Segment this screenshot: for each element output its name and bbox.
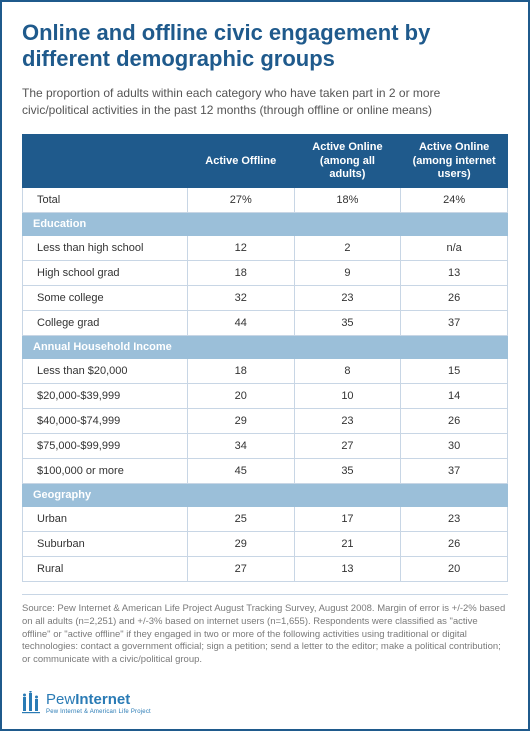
row-value: 27 xyxy=(294,433,401,458)
source-footnote: Source: Pew Internet & American Life Pro… xyxy=(22,594,508,667)
table-row: Total27%18%24% xyxy=(23,187,508,212)
row-value: 32 xyxy=(187,285,294,310)
row-value: 29 xyxy=(187,408,294,433)
col-header-offline: Active Offline xyxy=(187,135,294,188)
row-label: Suburban xyxy=(23,531,188,556)
row-value: 26 xyxy=(401,285,508,310)
table-row: Less than high school122n/a xyxy=(23,235,508,260)
row-value: 2 xyxy=(294,235,401,260)
table-row: $40,000-$74,999292326 xyxy=(23,408,508,433)
section-header-row: Education xyxy=(23,212,508,235)
logo-prefix: Pew xyxy=(46,691,75,708)
row-value: 26 xyxy=(401,531,508,556)
logo-text: PewInternet xyxy=(46,692,151,707)
row-value: 27% xyxy=(187,187,294,212)
table-row: Suburban292126 xyxy=(23,531,508,556)
row-label: Less than $20,000 xyxy=(23,358,188,383)
table-row: Some college322326 xyxy=(23,285,508,310)
row-value: 37 xyxy=(401,458,508,483)
row-label: $100,000 or more xyxy=(23,458,188,483)
table-row: Less than $20,00018815 xyxy=(23,358,508,383)
section-header-cell: Geography xyxy=(23,483,508,506)
table-row: $100,000 or more453537 xyxy=(23,458,508,483)
row-value: 23 xyxy=(401,506,508,531)
table-row: Urban251723 xyxy=(23,506,508,531)
logo-subtitle: Pew Internet & American Life Project xyxy=(46,709,151,715)
row-value: 37 xyxy=(401,310,508,335)
row-value: 34 xyxy=(187,433,294,458)
logo-text-block: PewInternet Pew Internet & American Life… xyxy=(46,692,151,715)
row-value: 14 xyxy=(401,383,508,408)
row-value: 25 xyxy=(187,506,294,531)
row-value: 13 xyxy=(294,556,401,581)
row-value: 23 xyxy=(294,285,401,310)
row-value: 8 xyxy=(294,358,401,383)
col-header-blank xyxy=(23,135,188,188)
row-value: 44 xyxy=(187,310,294,335)
row-value: 24% xyxy=(401,187,508,212)
section-header-cell: Education xyxy=(23,212,508,235)
row-value: 13 xyxy=(401,260,508,285)
col-header-online-users: Active Online (among internet users) xyxy=(401,135,508,188)
col-header-online-all: Active Online (among all adults) xyxy=(294,135,401,188)
row-value: 20 xyxy=(401,556,508,581)
row-value: 20 xyxy=(187,383,294,408)
table-row: High school grad18913 xyxy=(23,260,508,285)
row-label: High school grad xyxy=(23,260,188,285)
row-value: 18 xyxy=(187,260,294,285)
section-header-row: Geography xyxy=(23,483,508,506)
report-title: Online and offline civic engagement by d… xyxy=(22,20,508,73)
row-label: $75,000-$99,999 xyxy=(23,433,188,458)
row-value: 18% xyxy=(294,187,401,212)
row-value: 23 xyxy=(294,408,401,433)
report-card: Online and offline civic engagement by d… xyxy=(0,0,530,731)
logo-suffix: Internet xyxy=(75,691,130,708)
row-value: 30 xyxy=(401,433,508,458)
data-table: Active Offline Active Online (among all … xyxy=(22,134,508,582)
row-label: Rural xyxy=(23,556,188,581)
table-row: College grad443537 xyxy=(23,310,508,335)
table-row: $20,000-$39,999201014 xyxy=(23,383,508,408)
row-label: Total xyxy=(23,187,188,212)
row-label: $20,000-$39,999 xyxy=(23,383,188,408)
row-value: 35 xyxy=(294,310,401,335)
row-value: 17 xyxy=(294,506,401,531)
section-header-cell: Annual Household Income xyxy=(23,335,508,358)
row-value: 35 xyxy=(294,458,401,483)
row-label: $40,000-$74,999 xyxy=(23,408,188,433)
row-value: 26 xyxy=(401,408,508,433)
table-header-row: Active Offline Active Online (among all … xyxy=(23,135,508,188)
row-label: Some college xyxy=(23,285,188,310)
row-value: 27 xyxy=(187,556,294,581)
report-subtitle: The proportion of adults within each cat… xyxy=(22,85,508,119)
row-value: n/a xyxy=(401,235,508,260)
row-value: 10 xyxy=(294,383,401,408)
row-label: Urban xyxy=(23,506,188,531)
row-value: 29 xyxy=(187,531,294,556)
row-value: 15 xyxy=(401,358,508,383)
row-label: College grad xyxy=(23,310,188,335)
row-label: Less than high school xyxy=(23,235,188,260)
table-row: $75,000-$99,999342730 xyxy=(23,433,508,458)
brand-logo: PewInternet Pew Internet & American Life… xyxy=(22,691,151,715)
table-body: Total27%18%24%EducationLess than high sc… xyxy=(23,187,508,581)
row-value: 9 xyxy=(294,260,401,285)
row-value: 21 xyxy=(294,531,401,556)
row-value: 12 xyxy=(187,235,294,260)
logo-icon xyxy=(22,691,40,715)
table-row: Rural271320 xyxy=(23,556,508,581)
row-value: 45 xyxy=(187,458,294,483)
section-header-row: Annual Household Income xyxy=(23,335,508,358)
row-value: 18 xyxy=(187,358,294,383)
